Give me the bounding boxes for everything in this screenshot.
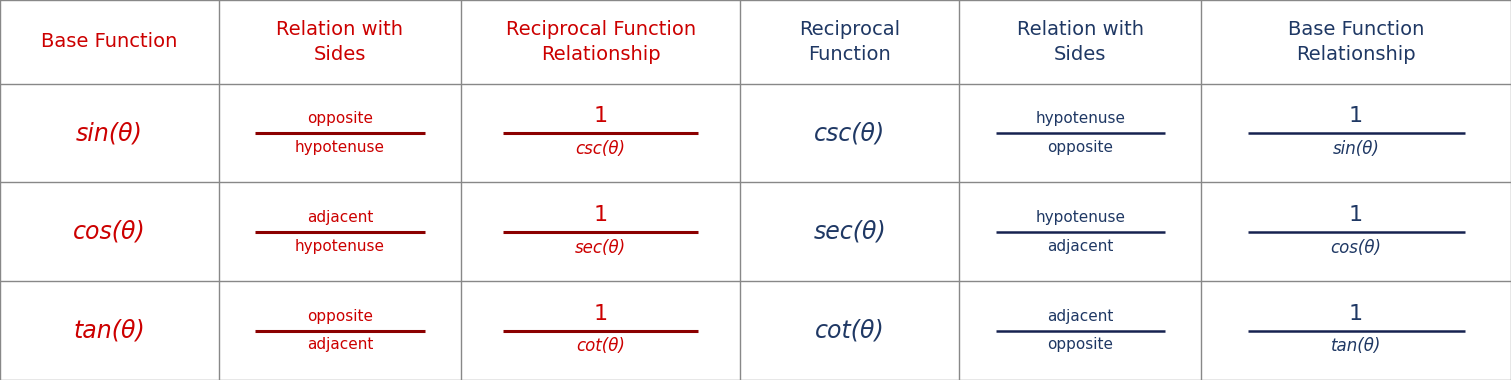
Text: Relation with
Sides: Relation with Sides: [1017, 20, 1144, 64]
Text: 1: 1: [594, 205, 607, 225]
Text: sec(θ): sec(θ): [576, 239, 626, 257]
Text: 1: 1: [594, 304, 607, 324]
Text: sin(θ): sin(θ): [76, 121, 144, 145]
Text: Reciprocal Function
Relationship: Reciprocal Function Relationship: [506, 20, 695, 64]
Text: hypotenuse: hypotenuse: [295, 140, 385, 155]
Text: tan(θ): tan(θ): [1331, 337, 1381, 355]
Text: cos(θ): cos(θ): [73, 220, 147, 244]
Text: sec(θ): sec(θ): [813, 220, 887, 244]
Text: adjacent: adjacent: [307, 337, 373, 352]
Text: adjacent: adjacent: [1047, 309, 1114, 324]
Text: hypotenuse: hypotenuse: [1035, 111, 1126, 126]
Text: opposite: opposite: [307, 111, 373, 126]
Text: 1: 1: [594, 106, 607, 126]
Text: opposite: opposite: [307, 309, 373, 324]
Text: Reciprocal
Function: Reciprocal Function: [799, 20, 901, 64]
Text: 1: 1: [1349, 205, 1363, 225]
Text: cos(θ): cos(θ): [1331, 239, 1381, 257]
Text: tan(θ): tan(θ): [74, 318, 145, 343]
Text: 1: 1: [1349, 106, 1363, 126]
Text: 1: 1: [1349, 304, 1363, 324]
Text: opposite: opposite: [1047, 337, 1114, 352]
Text: hypotenuse: hypotenuse: [295, 239, 385, 253]
Text: csc(θ): csc(θ): [576, 140, 626, 158]
Text: sin(θ): sin(θ): [1333, 140, 1380, 158]
Text: Relation with
Sides: Relation with Sides: [277, 20, 403, 64]
Text: adjacent: adjacent: [307, 210, 373, 225]
Text: csc(θ): csc(θ): [814, 121, 885, 145]
Text: adjacent: adjacent: [1047, 239, 1114, 253]
Text: Base Function: Base Function: [41, 32, 178, 51]
Text: cot(θ): cot(θ): [576, 337, 626, 355]
Text: cot(θ): cot(θ): [814, 318, 885, 343]
Text: hypotenuse: hypotenuse: [1035, 210, 1126, 225]
Text: Base Function
Relationship: Base Function Relationship: [1287, 20, 1425, 64]
Text: opposite: opposite: [1047, 140, 1114, 155]
